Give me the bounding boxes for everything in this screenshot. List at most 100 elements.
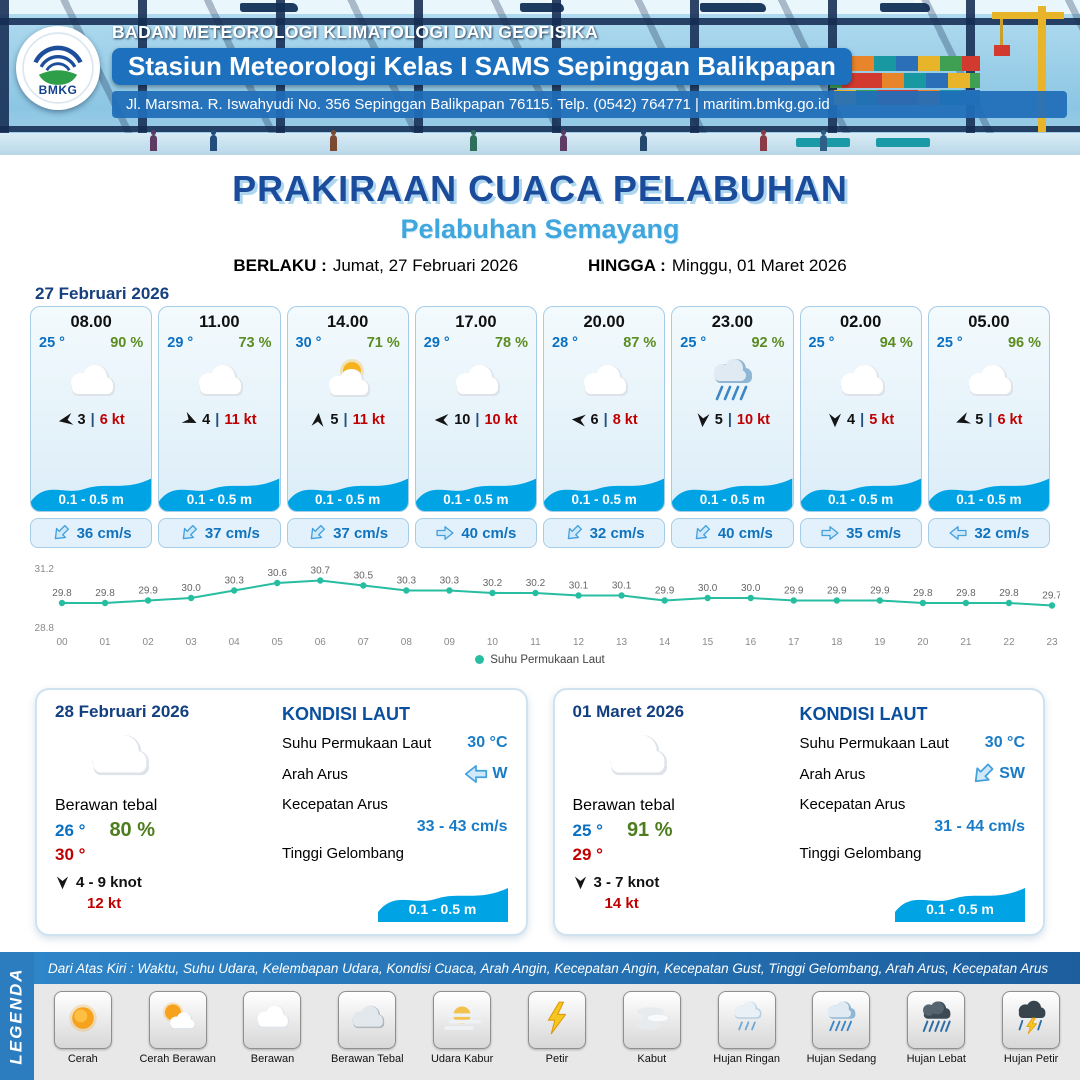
cloud-icon — [75, 726, 260, 793]
wind-gust: 6 kt — [99, 412, 125, 428]
hourly-forecast-card: 20.00 28 ° 87 % 6 | 8 kt 0.1 - 0.5 m — [543, 306, 666, 548]
sea-current-box: 35 cm/s — [799, 518, 922, 548]
valid-value: Jumat, 27 Februari 2026 — [332, 256, 519, 275]
daily-summary-card: 01 Maret 2026 Berawan tebal 25 ° 91 % 29 … — [552, 688, 1045, 936]
current-speed: 36 cm/s — [76, 524, 132, 542]
wind-speed: 5 — [975, 412, 984, 428]
svg-text:09: 09 — [444, 637, 456, 648]
wind-direction-icon — [310, 411, 327, 428]
wind-row: 5 | 10 kt — [672, 412, 792, 428]
svg-text:29.7: 29.7 — [1042, 591, 1060, 602]
legend-item: Cerah — [37, 991, 129, 1065]
wave-height: 0.1 - 0.5 m — [800, 467, 921, 511]
wind-direction-icon — [573, 875, 588, 890]
wind-separator: | — [215, 412, 220, 428]
legend-icon-box — [907, 991, 966, 1049]
wave-height-value: 0.1 - 0.5 m — [314, 492, 381, 507]
wind-direction-icon — [570, 411, 587, 428]
wind-speed: 6 — [590, 412, 599, 428]
forecast-time: 20.00 — [583, 313, 625, 331]
legend-icon-box — [433, 991, 492, 1049]
wind-row: 5 | 11 kt — [288, 412, 408, 428]
partly-sunny-icon — [288, 355, 408, 409]
legend-item: Udara Kabur — [416, 991, 508, 1065]
wind-gust: 10 kt — [736, 412, 770, 428]
legend-icon-box — [243, 991, 302, 1049]
air-temperature: 28 ° — [552, 335, 578, 351]
temperature-block: 25 ° 91 % 29 ° — [573, 817, 778, 867]
wind-direction-icon — [827, 412, 843, 428]
current-direction-icon — [965, 756, 1002, 793]
crane-icon — [992, 6, 1064, 132]
air-temperature: 25 ° — [936, 335, 963, 351]
legend-item: Hujan Petir — [985, 991, 1077, 1065]
current-speed-value: 33 - 43 cm/s — [416, 818, 508, 835]
wind-row: 4 | 11 kt — [159, 411, 279, 428]
legend-icon-box — [527, 991, 586, 1049]
wave-icon — [672, 478, 793, 511]
daily-summary-row: 28 Februari 2026 Berawan tebal 26 ° 80 % … — [35, 688, 1045, 936]
current-direction-icon — [688, 519, 716, 547]
hourly-forecast-card: 05.00 25 ° 96 % 5 | 6 kt 0.1 - 0.5 m — [927, 306, 1050, 548]
sst-value: 30 °C — [984, 734, 1025, 751]
wave-height-value: 0.1 - 0.5 m — [186, 492, 253, 507]
current-speed-label: Kecepatan Arus — [282, 796, 388, 813]
svg-text:29.9: 29.9 — [870, 586, 890, 597]
wind-gust: 12 kt — [87, 894, 122, 912]
svg-text:02: 02 — [143, 637, 155, 648]
svg-text:30.5: 30.5 — [354, 571, 374, 582]
wave-height-value: 0.1 - 0.5 m — [408, 901, 477, 917]
legend-icon-box — [338, 991, 397, 1049]
svg-text:29.8: 29.8 — [999, 588, 1019, 599]
wind-row: 10 | 10 kt — [416, 412, 536, 428]
legend-item-label: Kabut — [637, 1053, 667, 1065]
svg-text:29.8: 29.8 — [956, 588, 976, 599]
wind-direction-icon — [56, 411, 75, 430]
svg-text:29.9: 29.9 — [655, 586, 675, 597]
humidity-value: 73 % — [238, 335, 272, 351]
wind-gust: 8 kt — [612, 412, 638, 428]
current-direction-value: W — [492, 765, 508, 782]
current-speed-value: 31 - 44 cm/s — [934, 818, 1025, 835]
svg-text:30.6: 30.6 — [267, 568, 287, 579]
forecast-date: 27 Februari 2026 — [35, 284, 170, 303]
svg-text:23: 23 — [1046, 637, 1058, 648]
sea-current-box: 40 cm/s — [414, 518, 537, 548]
current-speed: 37 cm/s — [333, 524, 389, 542]
legend-item: Hujan Lebat — [890, 991, 982, 1065]
wave-height: 0.1 - 0.5 m — [377, 876, 508, 922]
wave-height: 0.1 - 0.5 m — [287, 467, 408, 511]
legend-item-label: Hujan Sedang — [806, 1053, 877, 1065]
until-value: Minggu, 01 Maret 2026 — [671, 256, 847, 275]
svg-text:30.0: 30.0 — [181, 583, 201, 594]
header: BMKG BADAN METEOROLOGI KLIMATOLOGI DAN G… — [0, 0, 1080, 155]
current-speed: 35 cm/s — [846, 524, 902, 542]
svg-text:05: 05 — [272, 637, 284, 648]
legend-item-label: Cerah Berawan — [139, 1053, 216, 1065]
weather-condition: Berawan tebal — [55, 797, 158, 814]
cloud-icon — [416, 355, 536, 409]
sst-value: 30 °C — [467, 734, 508, 751]
wind-row: 4 | 5 kt — [801, 412, 921, 428]
svg-text:03: 03 — [186, 637, 198, 648]
page-title: PRAKIRAAN CUACA PELABUHAN — [232, 168, 848, 209]
wave-height-label: Tinggi Gelombang — [799, 845, 922, 862]
forecast-time: 02.00 — [839, 313, 882, 331]
sea-current-box: 32 cm/s — [927, 518, 1050, 548]
until-label: HINGGA : — [588, 256, 666, 275]
current-direction-icon — [175, 519, 203, 547]
svg-text:29.8: 29.8 — [52, 588, 72, 599]
humidity-value: 96 % — [1007, 335, 1041, 351]
svg-text:00: 00 — [56, 637, 68, 648]
weather-condition: Berawan tebal — [572, 797, 675, 814]
legend-items: Cerah Cerah Berawan Berawan Berawan Teba… — [34, 984, 1080, 1080]
humidity-value: 90 % — [110, 335, 144, 351]
svg-text:29.9: 29.9 — [784, 586, 804, 597]
wind-row: 3 - 7 knot — [573, 874, 778, 891]
rain-medium-icon — [818, 1000, 864, 1041]
legend-item-label: Hujan Ringan — [713, 1053, 780, 1065]
svg-text:29.8: 29.8 — [95, 588, 115, 599]
svg-text:08: 08 — [401, 637, 413, 648]
humidity-value: 92 % — [751, 335, 785, 351]
humidity-value: 94 % — [879, 335, 913, 351]
